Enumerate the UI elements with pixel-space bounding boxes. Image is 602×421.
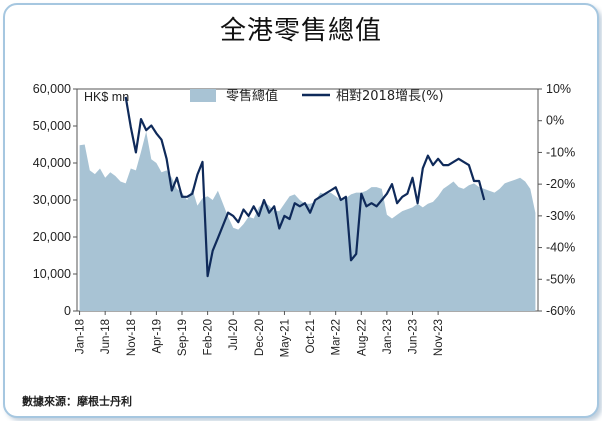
left-tick-label: 60,000 [33,82,71,96]
x-tick-label: Apr-19 [151,319,163,354]
right-tick-label: 10% [546,82,571,96]
x-tick-label: Nov-18 [126,319,138,356]
right-tick-label: -20% [546,177,575,191]
x-tick-label: Mar-22 [331,319,343,355]
left-tick-label: 0 [64,304,71,318]
right-tick-label: -40% [546,241,575,255]
source-note: 數據來源：摩根士丹利 [22,395,132,408]
x-tick-label: Jan-23 [382,319,394,354]
chart-title: 全港零售總值 [219,16,382,46]
left-tick-label: 50,000 [33,119,71,133]
x-tick-label: Jan-18 [75,319,87,354]
x-tick-label: Sep-19 [177,319,189,356]
x-tick-label: Dec-20 [254,319,266,356]
x-tick-label: Jun-23 [408,319,420,354]
x-tick-label: Aug-22 [356,319,368,356]
x-tick-label: May-21 [279,319,291,357]
left-tick-label: 40,000 [33,156,71,170]
growth-line [124,96,486,278]
right-tick-label: -50% [546,272,575,286]
right-tick-label: -60% [546,304,575,318]
unit-label: HK$ mn [84,90,129,104]
x-tick-label: Oct-21 [305,319,317,354]
retail-area [79,131,536,311]
right-tick-label: -30% [546,209,575,223]
x-tick-label: Jul-20 [228,319,240,350]
x-tick-label: Feb-20 [203,319,215,355]
legend-area-swatch [190,89,216,102]
x-tick-label: Jun-18 [100,319,112,354]
right-tick-label: -10% [546,145,575,159]
legend-area-label: 零售總值 [226,88,278,104]
x-tick-label: Nov-23 [433,319,445,356]
left-tick-label: 10,000 [33,267,71,281]
right-tick-label: 0% [546,114,564,128]
legend-line-label: 相對2018增長(%) [336,89,444,104]
left-tick-label: 30,000 [33,193,71,207]
left-tick-label: 20,000 [33,230,71,244]
